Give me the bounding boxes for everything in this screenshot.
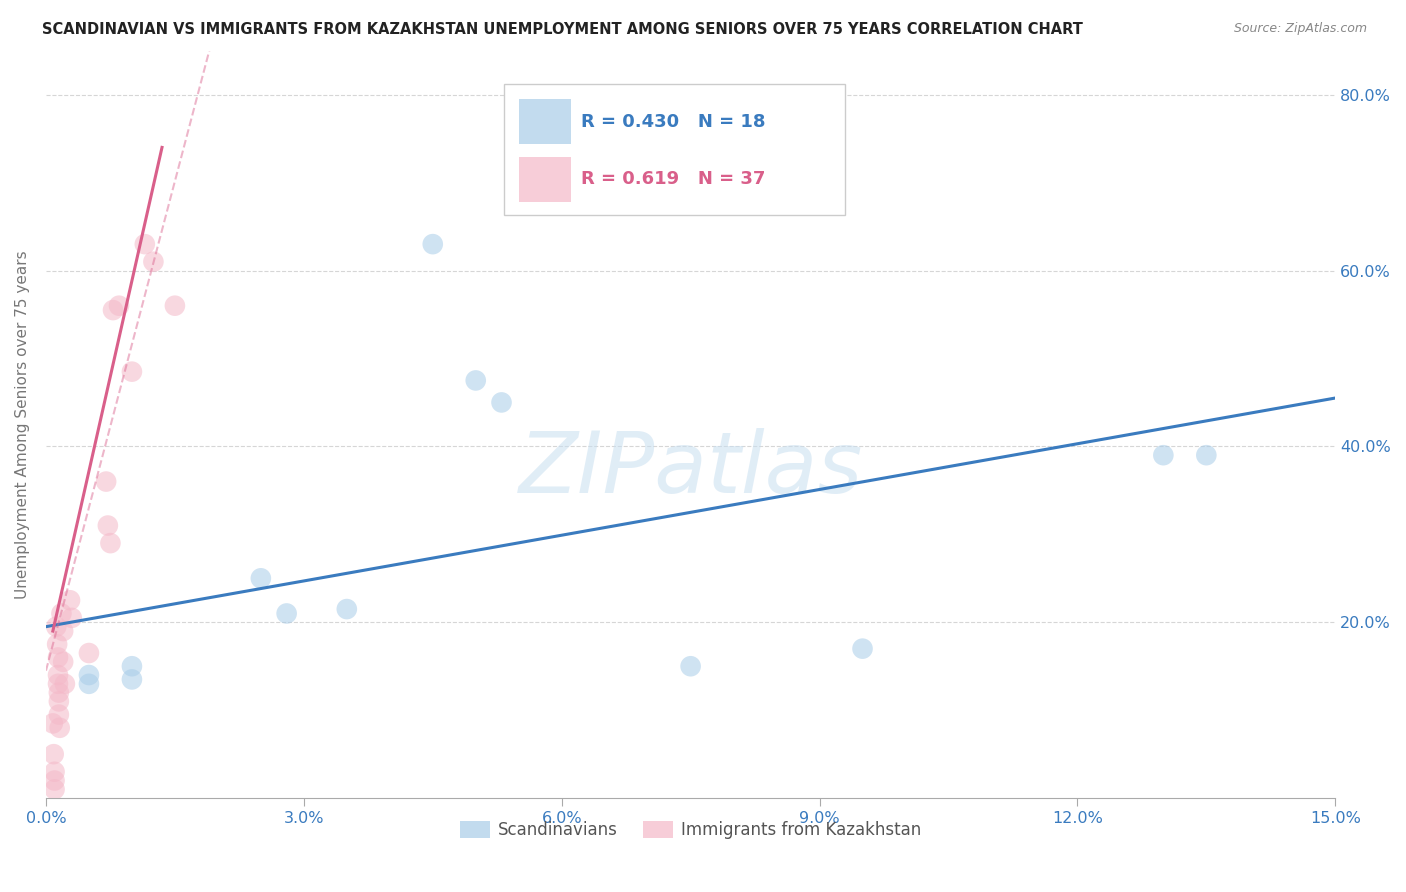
Point [45,620,67,634]
Point [336,602,359,616]
Point [121,365,143,379]
Point [46,650,69,665]
Y-axis label: Unemployment Among Seniors over 75 years: Unemployment Among Seniors over 75 years [15,250,30,599]
Point [42,747,65,761]
Point [48,694,70,708]
Point [163,299,186,313]
Point [77,677,100,691]
Point [121,659,143,673]
Point [276,607,298,621]
Point [851,641,873,656]
Point [48,707,70,722]
Point [134,237,156,252]
Point [48,685,70,699]
Text: R = 0.619   N = 37: R = 0.619 N = 37 [581,170,765,188]
Point [53,677,76,691]
Text: Source: ZipAtlas.com: Source: ZipAtlas.com [1233,22,1367,36]
Text: ZIPatlas: ZIPatlas [519,428,863,511]
FancyBboxPatch shape [503,85,845,215]
Point [52,655,75,669]
FancyBboxPatch shape [519,99,571,145]
Point [46,668,69,682]
Point [46,677,69,691]
Point [464,374,486,388]
Point [60,611,83,625]
Point [42,716,65,731]
Point [44,782,66,797]
Point [121,673,143,687]
Text: SCANDINAVIAN VS IMMIGRANTS FROM KAZAKHSTAN UNEMPLOYMENT AMONG SENIORS OVER 75 YE: SCANDINAVIAN VS IMMIGRANTS FROM KAZAKHST… [42,22,1083,37]
Text: R = 0.430   N = 18: R = 0.430 N = 18 [581,112,765,131]
Point [533,96,555,111]
FancyBboxPatch shape [519,157,571,202]
Point [59,593,82,607]
Point [491,395,513,409]
Point [108,299,131,313]
Point [679,659,702,673]
Point [94,475,117,489]
Legend: Scandinavians, Immigrants from Kazakhstan: Scandinavians, Immigrants from Kazakhsta… [453,814,928,846]
Point [142,254,165,268]
Point [422,237,444,252]
Point [250,571,273,585]
Point [46,637,69,651]
Point [77,668,100,682]
Point [101,303,124,318]
Point [100,536,122,550]
Point [1195,448,1218,462]
Point [1152,448,1174,462]
Point [97,518,120,533]
Point [51,607,73,621]
Point [77,646,100,660]
Point [52,624,75,638]
Point [48,721,70,735]
Point [44,764,66,779]
Point [44,773,66,788]
